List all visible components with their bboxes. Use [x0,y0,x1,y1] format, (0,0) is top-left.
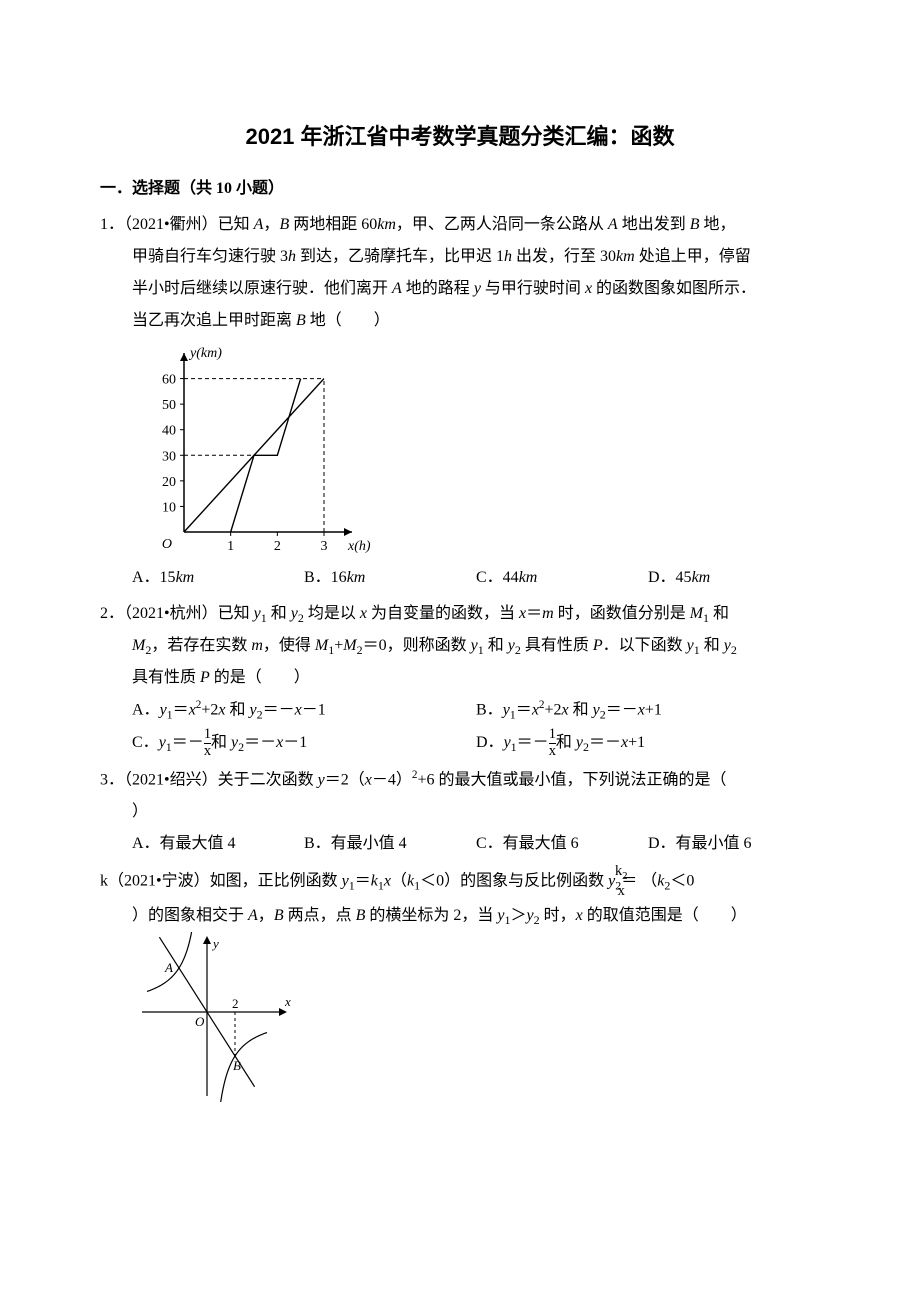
svg-text:2: 2 [274,539,281,554]
page-title: 2021 年浙江省中考数学真题分类汇编：函数 [100,115,820,159]
q1-opt-c: C．44km [476,562,648,594]
question-1: 1．（2021•衢州）已知 A，B 两地相距 60km，甲、乙两人沿同一条公路从… [100,209,820,594]
q1-line4: 当乙再次追上甲时距离 B 地（ ） [100,305,820,337]
svg-text:50: 50 [162,398,176,413]
svg-text:1: 1 [227,539,234,554]
svg-text:2: 2 [232,996,239,1011]
q1-source: （2021•衢州） [124,216,218,233]
q1-line1: 1．（2021•衢州）已知 A，B 两地相距 60km，甲、乙两人沿同一条公路从… [100,209,820,241]
q3-options: A．有最大值 4 B．有最小值 4 C．有最大值 6 D．有最小值 6 [100,828,820,860]
svg-text:3: 3 [321,539,328,554]
q2-options: A．y1＝x2+2x 和 y2＝－x－1 B．y1＝x2+2x 和 y2＝－x+… [100,694,820,759]
q1-line3: 半小时后继续以原速行驶．他们离开 A 地的路程 y 与甲行驶时间 x 的函数图象… [100,273,820,305]
svg-text:A: A [164,960,173,975]
q2-opt-a: A．y1＝x2+2x 和 y2＝－x－1 [132,694,476,727]
question-4: k（2021•宁波）如图，正比例函数 y1＝k1x（k1＜0）的图象与反比例函数… [100,864,820,1102]
q4-source: （2021•宁波） [108,872,210,889]
q3-opt-a: A．有最大值 4 [132,828,304,860]
q3-opt-b: B．有最小值 4 [304,828,476,860]
q3-opt-c: C．有最大值 6 [476,828,648,860]
q3-source: （2021•绍兴） [124,771,218,788]
q1-opt-b: B．16km [304,562,476,594]
q1-chart: 10 20 30 40 50 60 1 2 3 Oy(km) x(h) [132,337,820,562]
svg-text:B: B [233,1058,241,1073]
q2-opt-b: B．y1＝x2+2x 和 y2＝－x+1 [476,694,820,727]
chart1-svg: 10 20 30 40 50 60 1 2 3 Oy(km) x(h) [132,337,372,562]
q1-opt-d: D．45km [648,562,820,594]
q2-line1: 2．（2021•杭州）已知 y1 和 y2 均是以 x 为自变量的函数，当 x＝… [100,598,820,630]
svg-text:O: O [195,1014,205,1029]
q1-line2: 甲骑自行车匀速行驶 3h 到达，乙骑摩托车，比甲迟 1h 出发，行至 30km … [100,241,820,273]
q3-num: 3． [100,771,124,788]
svg-text:O: O [162,537,172,552]
q2-source: （2021•杭州） [124,605,218,622]
q2-opt-d: D．y1＝－1x和 y2＝－x+1 [476,727,820,760]
q1-opt-a: A．15km [132,562,304,594]
q1-num: 1． [100,216,124,233]
q4-num: k [100,872,108,889]
chart2-svg: A B O 2 x y [132,932,297,1102]
svg-text:30: 30 [162,449,176,464]
svg-text:x: x [284,994,291,1009]
svg-text:40: 40 [162,424,176,439]
q2-line2: M2，若存在实数 m，使得 M1+M2＝0，则称函数 y1 和 y2 具有性质 … [100,630,820,662]
q2-line3: 具有性质 P 的是（ ） [100,662,820,694]
svg-text:10: 10 [162,500,176,515]
q4-line1: k（2021•宁波）如图，正比例函数 y1＝k1x（k1＜0）的图象与反比例函数… [100,864,820,900]
q3-line2: ） [100,796,820,828]
page-root: 2021 年浙江省中考数学真题分类汇编：函数 一．选择题（共 10 小题） 1．… [0,0,920,1302]
svg-text:20: 20 [162,475,176,490]
question-2: 2．（2021•杭州）已知 y1 和 y2 均是以 x 为自变量的函数，当 x＝… [100,598,820,760]
svg-text:60: 60 [162,373,176,388]
q1-options: A．15km B．16km C．44km D．45km [100,562,820,594]
svg-text:y: y [211,936,219,951]
q3-line1: 3．（2021•绍兴）关于二次函数 y＝2（x－4）2+6 的最大值或最小值，下… [100,764,820,796]
section-header: 一．选择题（共 10 小题） [100,173,820,205]
q2-opt-c: C．y1＝－1x和 y2＝－x－1 [132,727,476,760]
q2-num: 2． [100,605,124,622]
q3-opt-d: D．有最小值 6 [648,828,820,860]
question-3: 3．（2021•绍兴）关于二次函数 y＝2（x－4）2+6 的最大值或最小值，下… [100,764,820,860]
svg-text:x(h): x(h) [347,539,371,554]
q4-chart: A B O 2 x y [132,932,820,1102]
q4-line2: ）的图象相交于 A，B 两点，点 B 的横坐标为 2，当 y1＞y2 时，x 的… [100,900,820,932]
svg-text:y(km): y(km) [188,346,222,361]
